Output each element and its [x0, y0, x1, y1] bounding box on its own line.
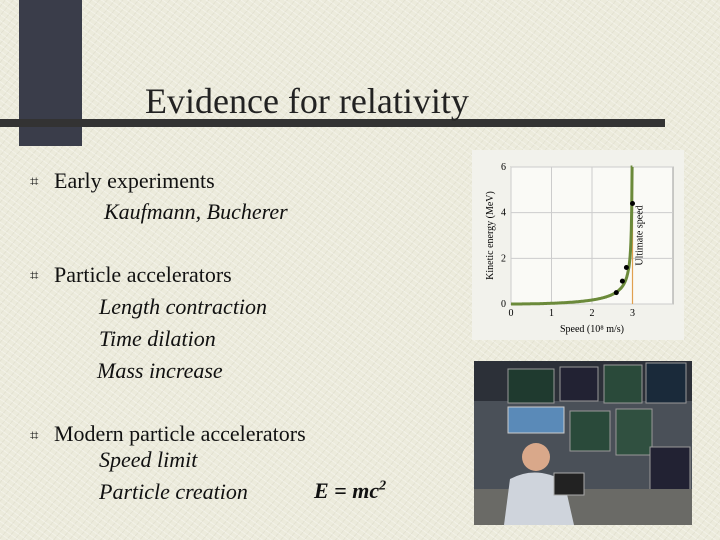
control-room-image: [474, 361, 692, 525]
hash-bullet-icon: ⌗: [30, 172, 39, 190]
hash-bullet-icon: ⌗: [30, 266, 39, 284]
sub-bullet: Speed limit: [99, 447, 198, 472]
x-tick-label: 2: [590, 308, 595, 319]
x-tick-label: 1: [549, 308, 554, 319]
y-tick-label: 6: [501, 162, 506, 173]
x-axis-label: Speed (10⁸ m/s): [560, 324, 624, 335]
y-axis-label: Kinetic energy (MeV): [485, 191, 496, 280]
sub-bullet: Particle creation: [99, 479, 248, 504]
sub-bullet: Length contraction: [99, 294, 268, 319]
y-tick-label: 4: [501, 208, 506, 219]
energy-curve: [511, 165, 634, 306]
bullet-text: Early experiments: [54, 168, 215, 193]
sub-bullet: Mass increase: [97, 358, 223, 383]
sub-bullet: Time dilation: [99, 326, 216, 351]
equation-text: E = mc: [314, 478, 380, 503]
bullet-text: Particle accelerators: [54, 262, 232, 287]
sub-bullet: Kaufmann, Bucherer: [104, 199, 288, 224]
data-point: [623, 264, 629, 270]
title-underline-bar: [0, 119, 665, 127]
x-tick-label: 0: [509, 308, 514, 319]
hash-bullet-icon: ⌗: [30, 426, 39, 444]
y-tick-label: 0: [501, 299, 506, 310]
x-tick-label: 3: [630, 308, 635, 319]
data-point: [613, 290, 619, 296]
equation-exponent: 2: [379, 478, 387, 494]
data-point: [619, 278, 625, 284]
equation: E = mc2: [314, 478, 386, 504]
y-tick-label: 2: [501, 253, 506, 264]
ultimate-speed-label: Ultimate speed: [635, 205, 646, 265]
kinetic-energy-chart: 0 1 2 3 0 2 4 6 Speed (10⁸ m/s) Kinetic energy (M…: [472, 150, 684, 340]
slide-title: Evidence for relativity: [145, 81, 469, 121]
control-room-photo: [474, 361, 692, 525]
data-point: [630, 201, 635, 207]
bullet-text: Modern particle accelerators: [54, 421, 306, 446]
